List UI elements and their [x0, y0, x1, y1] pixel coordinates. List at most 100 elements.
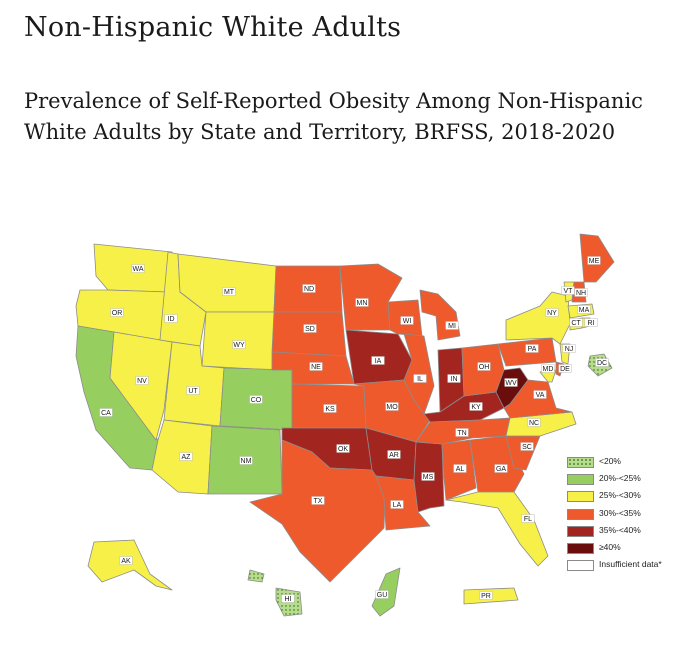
state-label-box: [413, 374, 427, 383]
state-label-box: [303, 324, 317, 333]
state-label-box: [587, 256, 601, 265]
state-label-wa: WA: [132, 266, 143, 273]
state-label-box: [302, 284, 316, 293]
state-label-la: LA: [393, 502, 402, 509]
map-legend: <20% 20%-<25% 25%-<30% 30%-<35% 35%-<40% ≥40%…: [562, 455, 680, 575]
legend-item: ≥40%: [562, 541, 680, 558]
state-ak: [87, 539, 173, 591]
state-label-ks: KS: [325, 406, 335, 413]
state-label-box: [447, 374, 461, 383]
legend-item: 25%-<30%: [562, 489, 680, 506]
state-label-box: [249, 395, 263, 404]
state-label-box: [239, 456, 253, 465]
state-label-vt: VT: [564, 288, 574, 295]
map-title: Prevalence of Self-Reported Obesity Amon…: [24, 89, 643, 144]
state-label-box: [595, 358, 609, 367]
state-label-ak: AK: [121, 558, 131, 565]
state-mi: [419, 289, 461, 341]
legend-label: <20%: [599, 456, 621, 466]
state-label-nm: NM: [241, 458, 252, 465]
state-label-sc: SC: [522, 444, 532, 451]
state-label-box: [385, 402, 399, 411]
state-label-ny: NY: [547, 310, 557, 317]
state-hi: [247, 569, 303, 617]
state-il: [403, 333, 435, 415]
legend-item: 35%-<40%: [562, 524, 680, 541]
state-fl: [445, 491, 549, 567]
state-label-box: [504, 378, 518, 387]
state-label-box: [336, 444, 350, 453]
state-label-box: [574, 288, 588, 297]
state-label-ky: KY: [471, 404, 481, 411]
state-label-box: [135, 376, 149, 385]
state-label-ma: MA: [579, 307, 590, 314]
state-label-box: [453, 464, 467, 473]
legend-label: 35%-<40%: [599, 524, 641, 535]
state-label-box: [455, 428, 469, 437]
state-label-ut: UT: [188, 388, 198, 395]
legend-swatch: [567, 491, 594, 503]
state-label-box: [355, 298, 369, 307]
legend-item: Insufficient data*: [562, 558, 680, 575]
state-label-box: [545, 308, 559, 317]
state-label-or: OR: [112, 310, 123, 317]
state-label-il: IL: [417, 376, 423, 383]
legend-swatch: [567, 474, 594, 486]
state-label-box: [479, 591, 493, 600]
state-label-box: [400, 316, 414, 325]
legend-label: 25%-<30%: [599, 490, 641, 501]
state-label-nj: NJ: [565, 346, 574, 353]
state-label-mo: MO: [386, 404, 398, 411]
state-label-fl: FL: [524, 516, 532, 523]
state-label-de: DE: [560, 366, 570, 373]
state-va: [503, 379, 573, 419]
state-label-dc: DC: [597, 360, 607, 367]
state-label-box: [179, 452, 193, 461]
state-label-ne: NE: [311, 364, 321, 371]
state-label-box: [562, 344, 576, 353]
state-label-in: IN: [451, 376, 458, 383]
legend-swatch: [567, 542, 594, 554]
state-label-box: [541, 364, 555, 373]
legend-label: ≥40%: [599, 541, 621, 552]
state-label-box: [577, 305, 591, 314]
state-label-pa: PA: [528, 346, 537, 353]
state-label-tx: TX: [314, 498, 323, 505]
page-heading: Non-Hispanic White Adults: [24, 12, 402, 43]
state-label-box: [561, 286, 575, 295]
legend-swatch: [567, 457, 594, 468]
state-label-ga: GA: [496, 466, 506, 473]
state-label-me: ME: [589, 258, 600, 265]
state-label-oh: OH: [479, 364, 490, 371]
state-label-box: [323, 404, 337, 413]
state-label-sd: SD: [305, 326, 315, 333]
state-label-ms: MS: [423, 474, 434, 481]
state-label-wv: WV: [505, 380, 517, 387]
state-label-box: [390, 500, 404, 509]
state-label-box: [469, 402, 483, 411]
state-ny: [505, 291, 571, 345]
state-ky: [423, 391, 505, 423]
state-label-va: VA: [536, 392, 545, 399]
state-label-box: [222, 287, 236, 296]
state-label-gu: GU: [377, 592, 388, 599]
state-label-nc: NC: [529, 420, 539, 427]
state-label-wi: WI: [403, 318, 412, 325]
legend-label: Insufficient data*: [599, 559, 662, 570]
legend-item: 20%-<25%: [562, 472, 680, 489]
state-label-box: [186, 386, 200, 395]
state-label-box: [520, 442, 534, 451]
state-label-wy: WY: [233, 342, 245, 349]
state-label-box: [569, 318, 583, 327]
state-label-md: MD: [543, 366, 554, 373]
state-label-co: CO: [251, 397, 262, 404]
state-label-al: AL: [456, 466, 465, 473]
state-label-hi: HI: [285, 596, 292, 603]
state-label-ar: AR: [389, 452, 399, 459]
state-label-mn: MN: [357, 300, 368, 307]
legend-label: 30%-<35%: [599, 507, 641, 518]
state-label-box: [533, 390, 547, 399]
state-label-ct: CT: [571, 320, 581, 327]
state-label-box: [558, 364, 572, 373]
